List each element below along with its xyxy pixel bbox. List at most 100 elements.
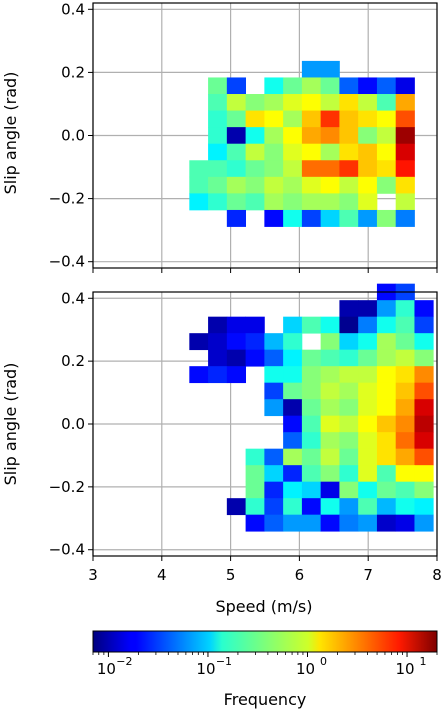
heatmap-cell — [376, 366, 397, 384]
heatmap-cell — [301, 415, 322, 433]
heatmap-cell — [301, 110, 322, 128]
bottom-y-axis-label: Slip angle (rad) — [1, 363, 20, 486]
colorbar-tick-exponent: −1 — [216, 655, 232, 668]
heatmap-cell — [189, 193, 209, 211]
heatmap-cell — [414, 465, 434, 483]
heatmap-cell — [301, 465, 322, 483]
heatmap-cell — [301, 498, 322, 516]
heatmap-cell — [264, 349, 284, 367]
heatmap-cell — [395, 514, 415, 532]
heatmap-cell — [226, 333, 247, 351]
heatmap-cell — [376, 176, 397, 194]
heatmap-cell — [339, 176, 359, 194]
y-tick-label: 0.0 — [61, 415, 85, 433]
colorbar-tick-label: 10 — [97, 660, 116, 678]
heatmap-cell — [301, 77, 322, 95]
heatmap-cell — [339, 448, 359, 466]
heatmap-cell — [245, 193, 265, 211]
heatmap-cell — [283, 193, 303, 211]
heatmap-cell — [376, 209, 397, 227]
heatmap-cell — [320, 481, 340, 499]
heatmap-cell — [358, 160, 378, 178]
heatmap-cell — [189, 366, 209, 384]
heatmap-cell — [264, 465, 284, 483]
heatmap-cell — [208, 333, 228, 351]
heatmap-cell — [283, 382, 303, 400]
heatmap-cell — [301, 143, 322, 161]
heatmap-cell — [339, 432, 359, 450]
x-tick-label: 7 — [363, 566, 373, 584]
heatmap-cell — [320, 349, 340, 367]
heatmap-cell — [320, 514, 340, 532]
heatmap-cell — [376, 448, 397, 466]
bottom-heatmap-panel: −0.4 −0.2 0.0 0.2 0.4 3 4 5 6 7 8 Slip angle (rad… — [1, 283, 442, 616]
heatmap-cell — [189, 333, 209, 351]
heatmap-cell — [226, 127, 247, 145]
heatmap-cell — [358, 514, 378, 532]
heatmap-cell — [358, 193, 378, 211]
heatmap-cell — [264, 366, 284, 384]
heatmap-cell — [301, 349, 322, 367]
heatmap-cell — [208, 349, 228, 367]
heatmap-cell — [358, 77, 378, 95]
heatmap-cell — [414, 333, 434, 351]
heatmap-cell — [226, 349, 247, 367]
heatmap-cell — [208, 127, 228, 145]
heatmap-cell — [208, 316, 228, 334]
heatmap-cell — [395, 193, 415, 211]
heatmap-cell — [283, 448, 303, 466]
heatmap-cell — [320, 209, 340, 227]
colorbar-tick-exponent: 1 — [420, 655, 427, 668]
heatmap-cell — [395, 176, 415, 194]
heatmap-cell — [395, 349, 415, 367]
heatmap-cell — [301, 514, 322, 532]
y-tick-label: −0.4 — [49, 253, 85, 271]
y-tick-label: 0.4 — [61, 289, 85, 307]
heatmap-cell — [339, 333, 359, 351]
heatmap-cell — [376, 300, 397, 318]
heatmap-cell — [283, 176, 303, 194]
x-tick-label: 3 — [88, 566, 98, 584]
heatmap-cell — [301, 448, 322, 466]
heatmap-cell — [358, 448, 378, 466]
heatmap-cell — [339, 514, 359, 532]
heatmap-cell — [245, 498, 265, 516]
heatmap-cell — [226, 316, 247, 334]
heatmap-cell — [283, 366, 303, 384]
heatmap-cell — [320, 160, 340, 178]
x-tick-label: 8 — [432, 566, 442, 584]
heatmap-cell — [301, 94, 322, 111]
heatmap-cell — [320, 193, 340, 211]
heatmap-cell — [358, 498, 378, 516]
heatmap-cell — [376, 143, 397, 161]
heatmap-cell — [301, 60, 322, 78]
heatmap-cell — [358, 399, 378, 417]
heatmap-cell — [226, 498, 247, 516]
heatmap-cell — [414, 481, 434, 499]
heatmap-cell — [358, 176, 378, 194]
heatmap-cell — [358, 110, 378, 128]
top-y-axis-ticks: −0.4 −0.2 0.0 0.2 0.4 — [49, 0, 93, 271]
bottom-heatmap-cells — [189, 283, 434, 532]
heatmap-cell — [301, 193, 322, 211]
heatmap-cell — [358, 382, 378, 400]
heatmap-cell — [376, 349, 397, 367]
heatmap-cell — [264, 382, 284, 400]
heatmap-cell — [264, 333, 284, 351]
heatmap-cell — [339, 399, 359, 417]
heatmap-cell — [320, 498, 340, 516]
heatmap-cell — [339, 160, 359, 178]
heatmap-cell — [264, 514, 284, 532]
heatmap-cell — [283, 110, 303, 128]
heatmap-cell — [301, 382, 322, 400]
heatmap-cell — [301, 316, 322, 334]
heatmap-cell — [395, 448, 415, 466]
heatmap-cell — [320, 110, 340, 128]
heatmap-cell — [208, 160, 228, 178]
heatmap-cell — [301, 481, 322, 499]
heatmap-cell — [245, 465, 265, 483]
heatmap-cell — [320, 60, 340, 78]
heatmap-cell — [358, 481, 378, 499]
x-tick-label: 6 — [295, 566, 305, 584]
heatmap-cell — [245, 333, 265, 351]
